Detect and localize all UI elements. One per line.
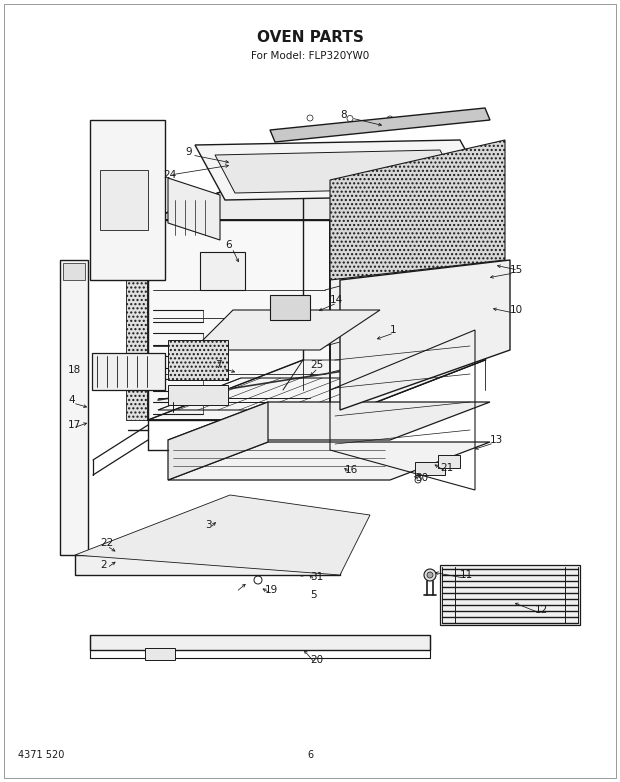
Text: 4: 4 (68, 395, 74, 405)
Text: 6: 6 (307, 750, 313, 760)
Polygon shape (63, 263, 85, 280)
Polygon shape (90, 635, 430, 650)
Text: 30: 30 (415, 473, 428, 483)
Text: 9: 9 (185, 147, 192, 157)
Text: 5: 5 (310, 590, 317, 600)
Polygon shape (92, 353, 165, 390)
Polygon shape (75, 555, 340, 575)
Polygon shape (168, 402, 490, 440)
Text: 10: 10 (510, 305, 523, 315)
Text: 17: 17 (68, 420, 81, 430)
Polygon shape (168, 402, 268, 480)
Polygon shape (215, 150, 460, 193)
Text: 18: 18 (68, 365, 81, 375)
Text: 1: 1 (390, 325, 397, 335)
Text: 12: 12 (535, 605, 548, 615)
Text: 19: 19 (265, 585, 278, 595)
Circle shape (366, 329, 378, 341)
Polygon shape (330, 140, 505, 280)
Circle shape (424, 569, 436, 581)
Text: 22: 22 (100, 538, 113, 548)
Polygon shape (168, 340, 228, 380)
Polygon shape (200, 252, 245, 290)
Circle shape (370, 332, 374, 338)
Text: 3: 3 (205, 520, 211, 530)
Polygon shape (126, 220, 148, 420)
Polygon shape (195, 140, 490, 200)
Polygon shape (75, 495, 370, 575)
Text: 11: 11 (460, 570, 473, 580)
Text: For Model: FLP320YW0: For Model: FLP320YW0 (251, 51, 369, 61)
Text: 15: 15 (510, 265, 523, 275)
Text: 4371 520: 4371 520 (18, 750, 64, 760)
Text: 20: 20 (310, 655, 323, 665)
Text: 21: 21 (440, 463, 453, 473)
Text: 25: 25 (310, 360, 323, 370)
Polygon shape (168, 442, 490, 480)
Text: 16: 16 (345, 465, 358, 475)
Circle shape (427, 117, 433, 123)
Polygon shape (100, 170, 148, 230)
Polygon shape (270, 295, 310, 320)
Text: 7: 7 (215, 360, 221, 370)
Polygon shape (60, 260, 88, 555)
Circle shape (347, 116, 353, 121)
Polygon shape (90, 120, 165, 280)
Polygon shape (148, 220, 330, 420)
Text: 13: 13 (490, 435, 503, 445)
Polygon shape (168, 178, 220, 240)
Text: 6: 6 (225, 240, 232, 250)
Polygon shape (340, 260, 510, 410)
Text: 8: 8 (340, 110, 347, 120)
Circle shape (307, 115, 313, 121)
Polygon shape (415, 462, 445, 475)
Text: 2: 2 (100, 560, 107, 570)
Polygon shape (145, 648, 175, 660)
Polygon shape (148, 160, 485, 220)
Circle shape (427, 572, 433, 578)
Polygon shape (193, 310, 380, 350)
Text: 24: 24 (163, 170, 176, 180)
Polygon shape (270, 108, 490, 142)
Text: OVEN PARTS: OVEN PARTS (257, 30, 363, 45)
Polygon shape (438, 455, 460, 468)
Polygon shape (148, 360, 485, 420)
Polygon shape (168, 385, 228, 405)
Polygon shape (330, 160, 485, 420)
Circle shape (387, 116, 393, 122)
Polygon shape (440, 565, 580, 625)
Text: 14: 14 (330, 295, 343, 305)
Text: 31: 31 (310, 572, 323, 582)
